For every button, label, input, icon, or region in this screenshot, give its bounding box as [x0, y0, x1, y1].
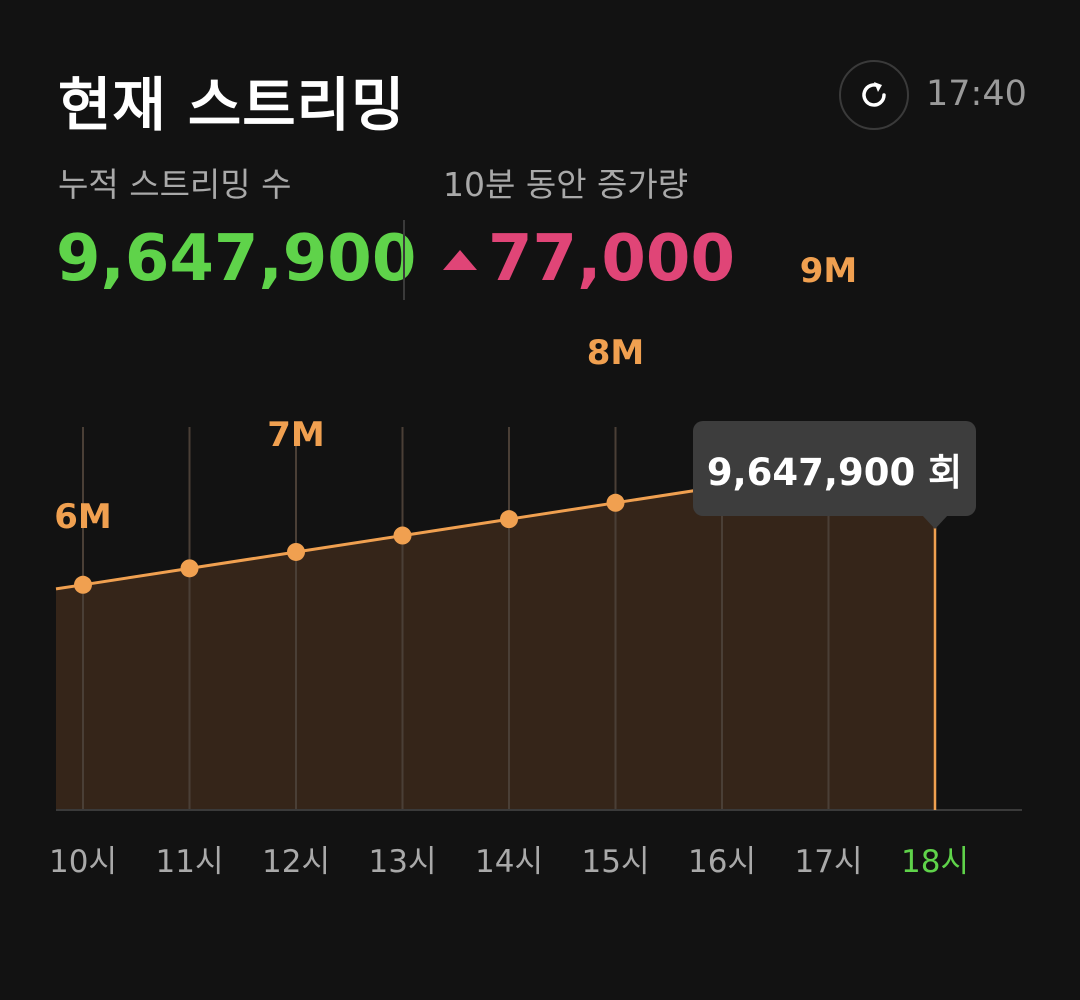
update-time: 17:40 [926, 74, 1027, 114]
stats-divider [403, 220, 405, 300]
x-tick-label: 13시 [369, 844, 437, 880]
x-tick-label: 12시 [262, 844, 330, 880]
data-point [393, 526, 412, 545]
data-point [287, 542, 305, 561]
cumulative-label: 누적 스트리밍 수 [58, 165, 292, 204]
chart-tooltip: 9,647,900 회 [693, 421, 976, 516]
data-point [74, 575, 92, 594]
x-tick-label: 16시 [688, 844, 756, 880]
y-tick-label: 6M [54, 497, 112, 537]
increase-value: 77,000 [488, 222, 735, 296]
x-tick-label: 18시 [901, 844, 969, 880]
x-tick-label: 14시 [475, 844, 543, 880]
x-tick-label: 15시 [582, 844, 650, 880]
triangle-up-icon [443, 250, 477, 270]
x-tick-label: 10시 [49, 844, 117, 880]
refresh-icon [862, 82, 886, 107]
cumulative-value: 9,647,900 [56, 222, 417, 296]
page-title: 현재 스트리밍 [58, 71, 406, 139]
data-point [500, 510, 518, 529]
chart-area [56, 436, 935, 810]
data-point [606, 493, 625, 512]
increase-label: 10분 동안 증가량 [443, 165, 689, 204]
data-point [180, 559, 199, 578]
x-tick-label: 11시 [156, 844, 224, 880]
tooltip-pointer [922, 515, 948, 529]
y-tick-label: 9M [800, 251, 858, 291]
x-tick-label: 17시 [795, 844, 863, 880]
y-tick-label: 7M [267, 415, 325, 455]
y-tick-label: 8M [587, 333, 645, 373]
refresh-button[interactable] [839, 60, 909, 130]
